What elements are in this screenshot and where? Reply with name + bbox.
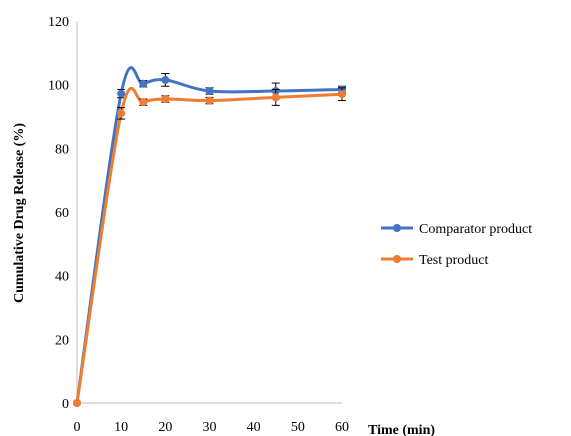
legend-point-marker	[393, 255, 401, 263]
x-tick-label: 0	[74, 420, 81, 435]
y-tick-label: 80	[55, 142, 69, 157]
legend-point-marker	[393, 224, 401, 232]
data-point	[117, 89, 126, 98]
x-tick-label: 10	[114, 420, 128, 435]
data-point	[338, 90, 346, 99]
y-axis-ticks: 0 20 40 60 80 100 120	[48, 15, 69, 412]
series-layer	[73, 66, 346, 407]
series-line	[75, 86, 343, 404]
legend-item: Test product	[381, 253, 489, 268]
legend-label: Comparator product	[419, 222, 532, 237]
data-point	[161, 75, 170, 84]
x-tick-label: 30	[203, 420, 217, 435]
data-point	[271, 93, 280, 102]
data-point	[117, 109, 126, 118]
y-tick-label: 100	[48, 79, 69, 94]
x-tick-label: 20	[158, 420, 172, 435]
y-axis-title: Cumulative Drug Release (%)	[12, 123, 27, 303]
legend-item: Comparator product	[381, 222, 532, 237]
y-tick-label: 20	[55, 333, 69, 348]
legend: Comparator product Test product	[381, 222, 532, 268]
data-point	[205, 87, 214, 96]
data-point	[139, 98, 148, 107]
data-point	[161, 94, 170, 103]
y-tick-label: 60	[55, 206, 69, 221]
y-tick-label: 120	[48, 15, 69, 30]
series-1	[73, 66, 346, 407]
y-tick-label: 40	[55, 270, 69, 285]
series-2	[73, 86, 346, 407]
x-tick-label: 60	[335, 420, 349, 435]
x-axis-title: Time (min)	[368, 423, 435, 436]
data-point	[73, 399, 81, 407]
legend-label: Test product	[419, 253, 489, 268]
data-point	[205, 96, 214, 105]
x-tick-label: 50	[291, 420, 305, 435]
data-point	[139, 79, 148, 88]
y-tick-label: 0	[62, 397, 69, 412]
series-line	[75, 66, 343, 404]
x-tick-label: 40	[247, 420, 261, 435]
x-axis-ticks: 0 10 20 30 40 50 60	[74, 420, 350, 435]
